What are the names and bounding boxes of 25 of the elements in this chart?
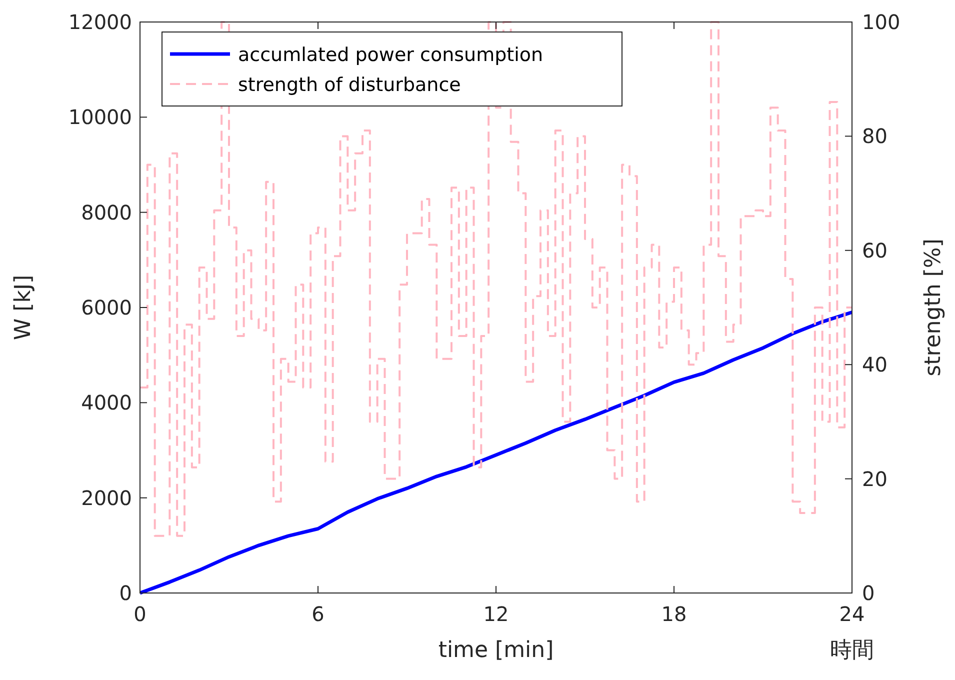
- legend-label: strength of disturbance: [238, 74, 461, 96]
- y-tick-label: 12000: [68, 10, 132, 34]
- y2-tick-label: 20: [862, 466, 888, 491]
- y-axis-title: W [kJ]: [11, 274, 36, 340]
- x-tick-label: 6: [312, 602, 324, 626]
- x-tick-label: 24: [839, 602, 865, 626]
- x-axis-title: time [min]: [438, 638, 554, 663]
- x-tick-label: 18: [661, 602, 687, 626]
- line-series: [138, 310, 854, 595]
- y-tick-label: 2000: [81, 486, 132, 510]
- y2-tick-label: 80: [862, 124, 888, 148]
- y-tick-label: 0: [119, 581, 132, 605]
- x-tick-label: 0: [134, 602, 146, 626]
- y-tick-label: 10000: [68, 105, 132, 130]
- y2-tick-label: 100: [862, 10, 900, 34]
- x-tick-label: 12: [483, 602, 509, 626]
- text: 時間: [830, 638, 874, 663]
- y2-tick-label: 60: [862, 238, 888, 262]
- y2-tick-label: 0: [862, 581, 875, 605]
- y-tick-label: 6000: [81, 296, 132, 320]
- y-tick-label: 8000: [81, 200, 132, 224]
- y-tick-label: 4000: [81, 390, 132, 415]
- y2-tick-label: 40: [862, 352, 888, 377]
- y2-axis-title: strength [%]: [921, 238, 946, 376]
- legend-label: accumlated power consumption: [238, 44, 544, 66]
